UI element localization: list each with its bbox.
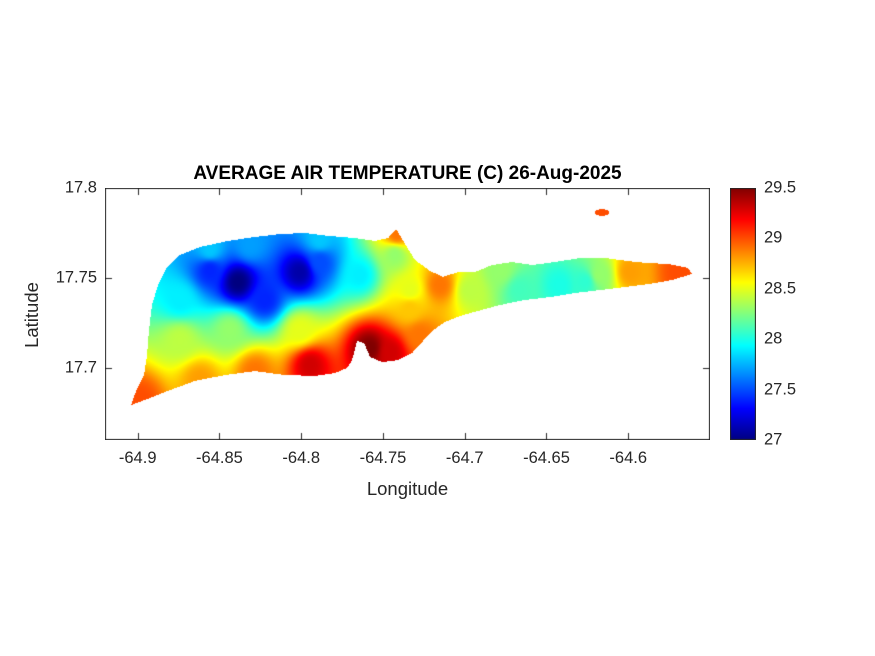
colorbar-tick-label: 29.5	[764, 178, 797, 197]
y-tick-label: 17.75	[55, 268, 97, 287]
colorbar-tick-label: 28.5	[764, 279, 797, 298]
x-tick-label: -64.75	[359, 449, 407, 467]
colorbar-canvas	[730, 188, 756, 440]
heatmap-canvas	[105, 188, 710, 440]
x-tick-label: -64.7	[445, 449, 484, 467]
x-tick-label: -64.65	[523, 449, 570, 467]
x-tick-label: -64.9	[118, 449, 157, 467]
colorbar-tick-label: 27	[764, 430, 783, 449]
chart-title: AVERAGE AIR TEMPERATURE (C) 26-Aug-2025	[193, 163, 622, 184]
colorbar-tick-label: 29	[764, 228, 783, 247]
x-tick-label: -64.85	[196, 449, 243, 467]
y-tick-label: 17.7	[64, 358, 97, 377]
y-tick-label: 17.8	[64, 178, 97, 197]
x-tick-label: -64.6	[609, 449, 648, 467]
x-axis-label: Longitude	[366, 478, 449, 499]
x-tick-label: -64.8	[282, 449, 321, 467]
colorbar-tick-label: 28	[764, 329, 783, 348]
colorbar-tick-label: 27.5	[764, 380, 797, 399]
